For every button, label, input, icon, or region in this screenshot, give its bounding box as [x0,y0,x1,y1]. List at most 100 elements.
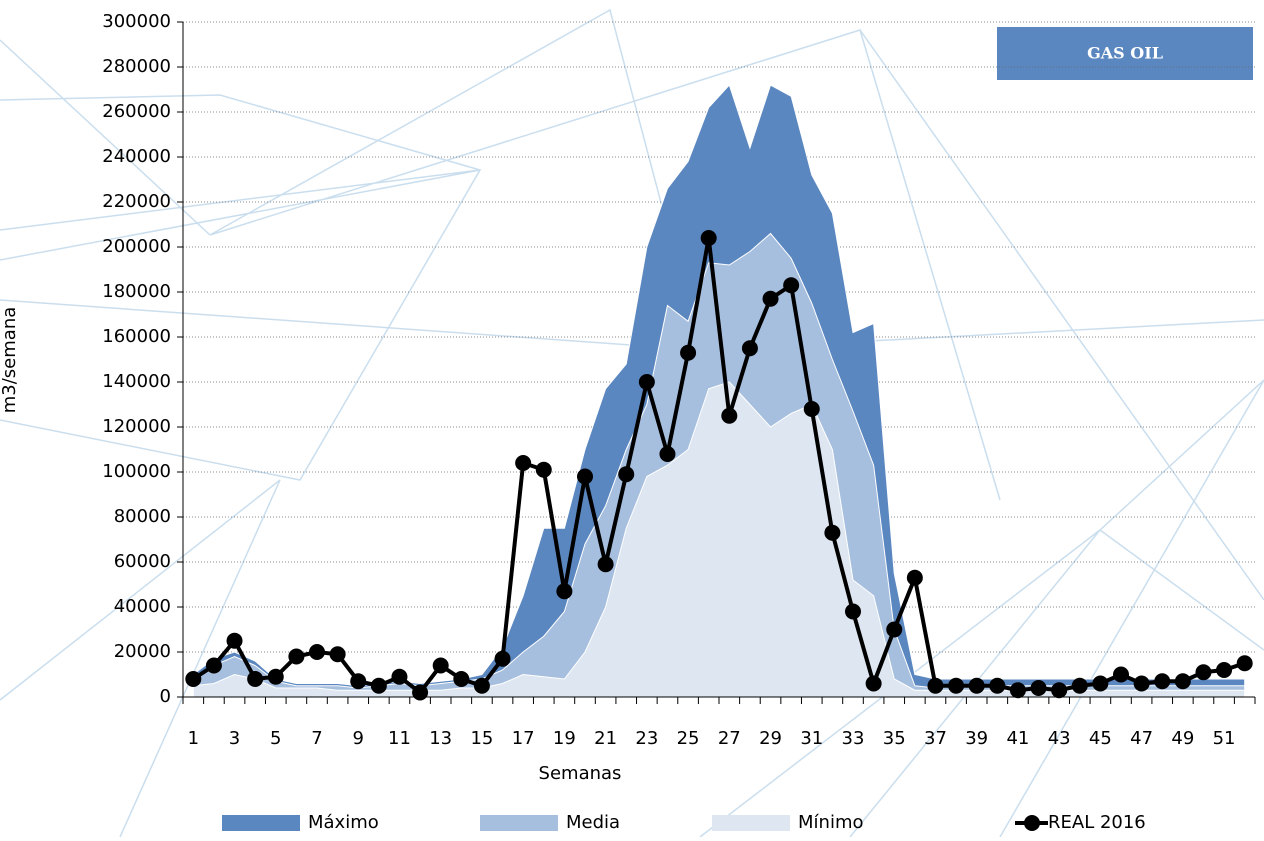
y-axis-label: m3/semana [0,307,20,414]
point [350,673,367,690]
x-tick-label: 35 [883,728,906,749]
x-tick-label: 27 [718,728,741,749]
point [597,556,614,573]
point [1154,673,1171,690]
y-tick-label: 120000 [102,416,171,437]
point [886,621,903,638]
point [267,668,284,685]
title-box [997,27,1253,80]
y-tick-label: 80000 [114,506,171,527]
y-tick-label: 240000 [102,146,171,167]
point [721,407,738,424]
legend-swatch [1024,815,1040,831]
point [370,677,387,694]
point [680,344,697,361]
point [185,671,202,687]
point [1133,675,1150,692]
y-tick-label: 280000 [102,56,171,77]
y-tick-label: 160000 [102,326,171,347]
point [948,677,965,694]
point [577,468,593,485]
x-tick-label: 51 [1213,728,1236,749]
point [1113,666,1129,683]
point [865,675,882,692]
point [556,583,573,600]
point [1174,673,1191,690]
x-tick-label: 5 [270,728,281,749]
point [1216,662,1233,678]
y-tick-label: 20000 [114,641,171,662]
point [824,524,841,541]
y-tick-label: 40000 [114,596,171,617]
point [783,277,800,294]
x-tick-label: 31 [800,728,823,749]
point [803,401,820,417]
point [1030,680,1047,696]
y-tick-label: 100000 [102,461,171,482]
x-tick-label: 23 [635,728,658,749]
x-tick-label: 45 [1089,728,1112,749]
point [391,668,408,685]
x-tick-label: 33 [842,728,865,749]
y-tick-label: 0 [160,686,171,707]
x-tick-label: 41 [1006,728,1029,749]
point [906,569,923,586]
line [192,237,1246,696]
point [845,603,861,620]
point [700,230,717,246]
legend-swatch [480,815,558,831]
x-tick-label: 49 [1171,728,1194,749]
point [1051,682,1068,699]
x-tick-label: 29 [759,728,782,749]
x-tick-label: 17 [512,728,535,749]
point [659,446,676,462]
x-tick-label: 3 [229,728,240,749]
x-tick-label: 13 [429,728,452,749]
x-tick-label: 19 [553,728,576,749]
legend-label: Mínimo [798,812,864,833]
legend-swatch [222,815,300,831]
x-tick-label: 9 [353,728,364,749]
x-tick-label: 47 [1130,728,1153,749]
y-tick-label: 60000 [114,551,171,572]
legend-label: Media [566,812,620,833]
point [515,455,532,471]
point [473,677,490,694]
point [412,684,429,701]
point [535,461,552,478]
x-tick-label: 43 [1048,728,1071,749]
point [1236,655,1253,672]
point [989,677,1006,694]
x-tick-label: 21 [594,728,617,749]
legend-swatch [712,815,790,831]
x-tick-label: 37 [924,728,947,749]
point [247,671,264,687]
x-tick-label: 25 [677,728,700,749]
point [453,671,470,687]
x-tick-label: 39 [965,728,988,749]
point [494,650,511,667]
point [618,466,635,483]
point [226,632,243,649]
y-tick-label: 180000 [102,281,171,302]
x-tick-label: 15 [470,728,493,749]
point [638,374,655,390]
y-tick-label: 200000 [102,236,171,257]
y-tick-label: 300000 [102,11,171,32]
chart-title: GAS OIL [1087,44,1163,63]
point [288,648,305,665]
point [741,340,758,357]
point [968,677,985,694]
point [1092,675,1109,692]
point [762,290,779,307]
x-axis-label: Semanas [539,763,622,784]
point [927,677,944,694]
point [309,644,325,660]
y-tick-label: 260000 [102,101,171,122]
x-tick-label: 7 [311,728,322,749]
point [205,657,222,674]
x-tick-label: 1 [188,728,199,749]
legend-label: Máximo [308,812,379,833]
point [329,646,346,663]
